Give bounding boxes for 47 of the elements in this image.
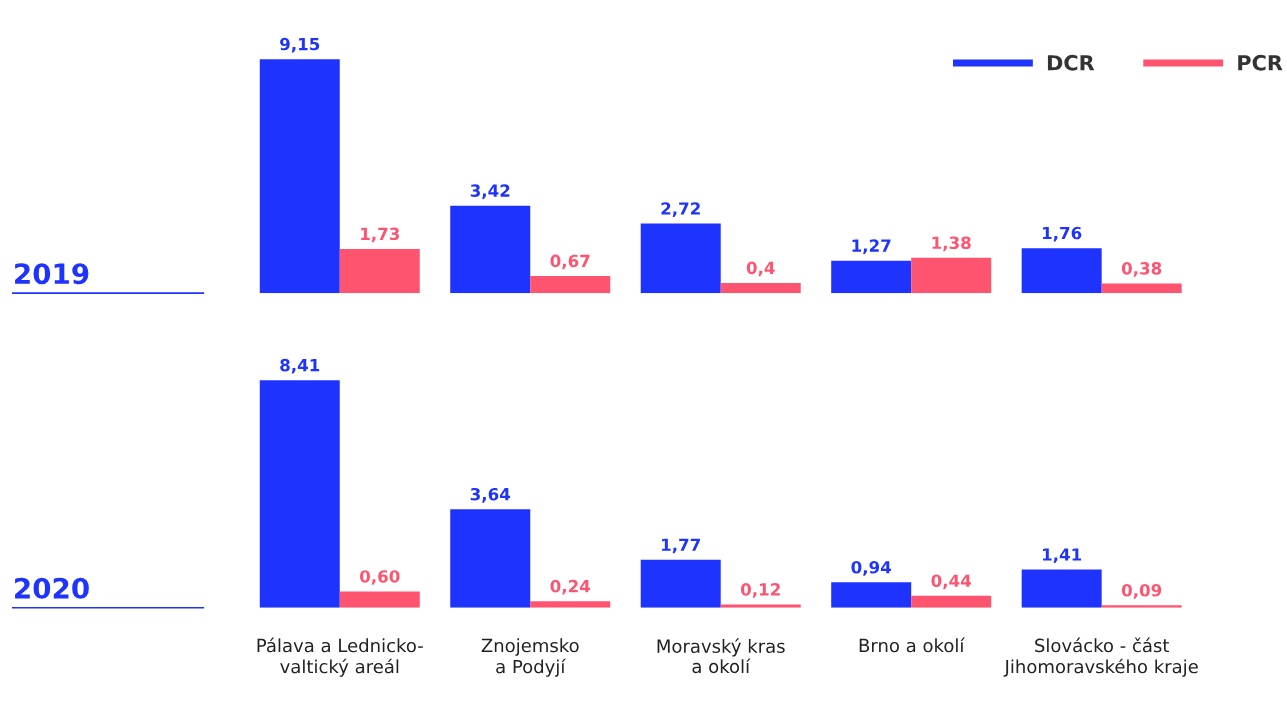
bar [1021, 569, 1102, 608]
data-label: 2,72 [661, 202, 700, 217]
bar [911, 257, 992, 294]
x-tick-label: Znojemsko a Podyjí [481, 638, 579, 677]
bar [911, 595, 992, 608]
bar [530, 276, 611, 294]
bar [1021, 248, 1102, 294]
x-tick-label: Brno a okolí [859, 637, 965, 653]
data-label: 0,09 [1121, 583, 1162, 599]
data-label: 3,64 [470, 487, 511, 503]
data-label: 0,12 [740, 583, 780, 598]
data-label: 0,24 [550, 579, 591, 595]
data-label: 1,41 [1042, 548, 1082, 563]
data-label: 1,76 [1042, 226, 1082, 242]
bar [720, 282, 801, 294]
data-label: 1,38 [932, 236, 971, 252]
legend-label: PCR [1238, 54, 1283, 71]
data-label: 0,67 [550, 254, 590, 270]
bar [530, 601, 611, 608]
legend-label: DCR [1047, 54, 1095, 71]
bar [259, 380, 340, 608]
data-label: 1,77 [662, 538, 700, 554]
x-tick-label: Moravský kras a okolí [657, 638, 785, 674]
bar [339, 591, 420, 608]
data-label: 9,15 [280, 37, 320, 53]
bar [640, 223, 721, 294]
data-label: 0,44 [931, 574, 971, 590]
data-label: 0,4 [746, 261, 775, 277]
data-label: 0,94 [851, 560, 891, 576]
bar [339, 248, 420, 294]
x-tick-label: Slovácko - část Jihomoravského kraje [1003, 637, 1198, 677]
text: 2019 [15, 263, 89, 285]
data-label: 3,42 [470, 184, 510, 200]
bar [450, 205, 531, 294]
data-label: 1,73 [361, 227, 399, 243]
bar [831, 582, 912, 608]
data-label: 0,38 [1121, 262, 1162, 277]
data-label: 8,41 [280, 358, 320, 374]
bar [640, 559, 721, 608]
bar [1101, 283, 1182, 294]
data-label: 1,27 [852, 239, 891, 255]
bar [831, 260, 912, 294]
text: 2020 [15, 577, 89, 599]
x-tick-label: Pálava a Lednicko- valtický areál [257, 637, 423, 677]
bar [259, 59, 340, 294]
bar [450, 509, 531, 608]
data-label: 0,60 [360, 570, 400, 585]
